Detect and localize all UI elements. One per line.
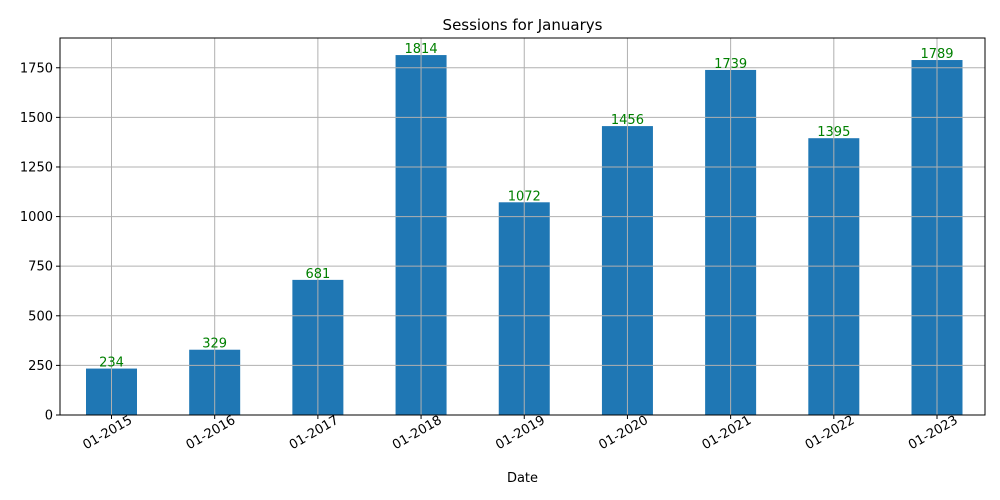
y-tick-label: 1750 <box>20 61 53 76</box>
y-tick-label: 1250 <box>20 160 53 175</box>
plot-frame <box>59 37 986 416</box>
x-axis-title: Date <box>507 471 538 486</box>
data-label: 1395 <box>817 125 850 140</box>
data-label: 1814 <box>405 42 438 57</box>
y-tick-label: 500 <box>28 309 53 324</box>
y-tick-label: 1000 <box>20 210 53 225</box>
y-tick-label: 1500 <box>20 111 53 126</box>
data-label: 1789 <box>920 47 953 62</box>
data-labels: 234 329 681 1814 1072 1456 1739 1395 1789 <box>99 42 953 371</box>
data-label: 1072 <box>508 189 541 204</box>
chart-title: Sessions for Januarys <box>443 16 603 34</box>
data-label: 234 <box>99 356 124 371</box>
y-tick-label: 750 <box>28 260 53 275</box>
data-label: 1456 <box>611 113 644 128</box>
data-label: 681 <box>305 267 330 282</box>
y-axis-ticks: 0 250 500 750 1000 1250 1500 1750 <box>20 61 60 424</box>
data-label: 1739 <box>714 57 747 72</box>
data-label: 329 <box>202 337 227 352</box>
y-tick-label: 250 <box>28 359 53 374</box>
y-tick-label: 0 <box>45 409 53 424</box>
